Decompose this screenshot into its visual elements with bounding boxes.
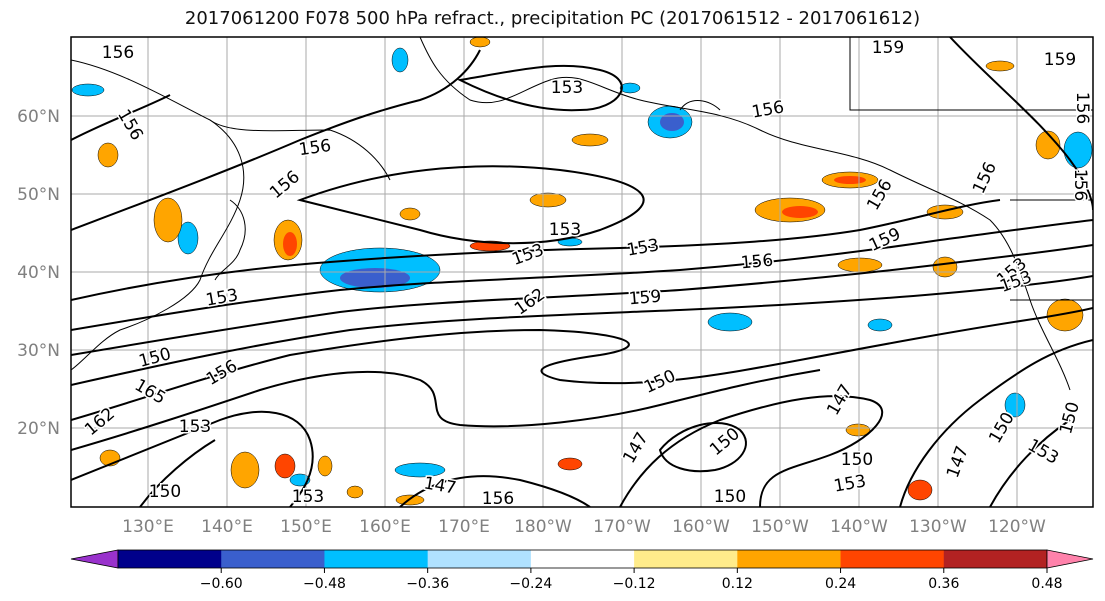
contour-label: 156 [1072,92,1092,124]
contour-label: 159 [1044,50,1076,70]
colorbar-tick-label: −0.36 [406,576,449,592]
colorbar-tick-label: 0.24 [825,576,856,592]
contour-label: 156 [740,251,774,274]
contour-lines [71,37,1093,507]
colorbar-segment [324,550,429,568]
latitude-labels: 60°N 50°N 40°N 30°N 20°N [17,107,60,439]
contour-label: 156 [482,489,514,509]
latitude-label: 60°N [17,107,60,127]
colorbar-segment [221,550,325,568]
longitude-label: 140°W [830,517,888,537]
colorbar-tick-label: 0.36 [928,576,959,592]
longitude-labels: 130°E 140°E 150°E 160°E 170°E 180°W 170°W 160°W… [122,517,1046,537]
longitude-label: 150°E [280,517,332,537]
contour-label: 150 [841,450,873,470]
contour-label: 156 [298,136,333,160]
contour-label: 150 [149,482,181,502]
graticule-lines [71,37,1093,507]
latitude-label: 30°N [17,341,60,361]
longitude-label: 160°E [359,517,411,537]
coastlines [71,37,1093,391]
contour-label: 153 [549,220,581,240]
longitude-label: 160°W [672,517,730,537]
longitude-label: 130°E [122,517,174,537]
colorbar-segment [118,550,222,568]
colorbar [70,549,1094,569]
map-title: 2017061200 F078 500 hPa refract., precip… [184,8,921,29]
map-border [70,36,1094,508]
colorbar-tick-label: 0.12 [722,576,753,592]
colorbar-segment [634,550,738,568]
contour-label: 159 [872,38,904,58]
colorbar-extend-low [70,549,119,569]
colorbar-tick-label: 0.48 [1031,576,1062,592]
longitude-label: 130°W [909,517,967,537]
latitude-label: 40°N [17,263,60,283]
contour-label: 153 [551,78,583,98]
colorbar-tick-label: −0.60 [200,576,243,592]
contour-label: 150 [714,487,746,507]
colorbar-segment [427,550,532,568]
longitude-label: 120°W [988,517,1046,537]
latitude-label: 20°N [17,419,60,439]
longitude-label: 150°W [751,517,809,537]
longitude-label: 140°E [201,517,253,537]
colorbar-segment [737,550,842,568]
colorbar-tick-label: −0.24 [509,576,552,592]
colorbar-segment [530,550,635,568]
colorbar-segment [840,550,945,568]
longitude-label: 180°W [514,517,572,537]
colorbar-segment [943,550,1048,568]
contour-label: 153 [179,417,211,437]
colorbar-tick-labels: −0.60 −0.48 −0.36 −0.24 −0.12 0.12 0.24 0.36 0.4… [200,568,1063,592]
contour-label: 156 [1070,169,1090,201]
contour-label: 156 [102,43,134,63]
latitude-label: 50°N [17,185,60,205]
longitude-label: 170°E [438,517,490,537]
colorbar-tick-label: −0.12 [613,576,656,592]
longitude-label: 170°W [593,517,651,537]
contour-label: 159 [628,287,662,310]
contour-label: 153 [292,487,324,507]
colorbar-extend-high [1046,549,1094,569]
colorbar-tick-label: −0.48 [303,576,346,592]
